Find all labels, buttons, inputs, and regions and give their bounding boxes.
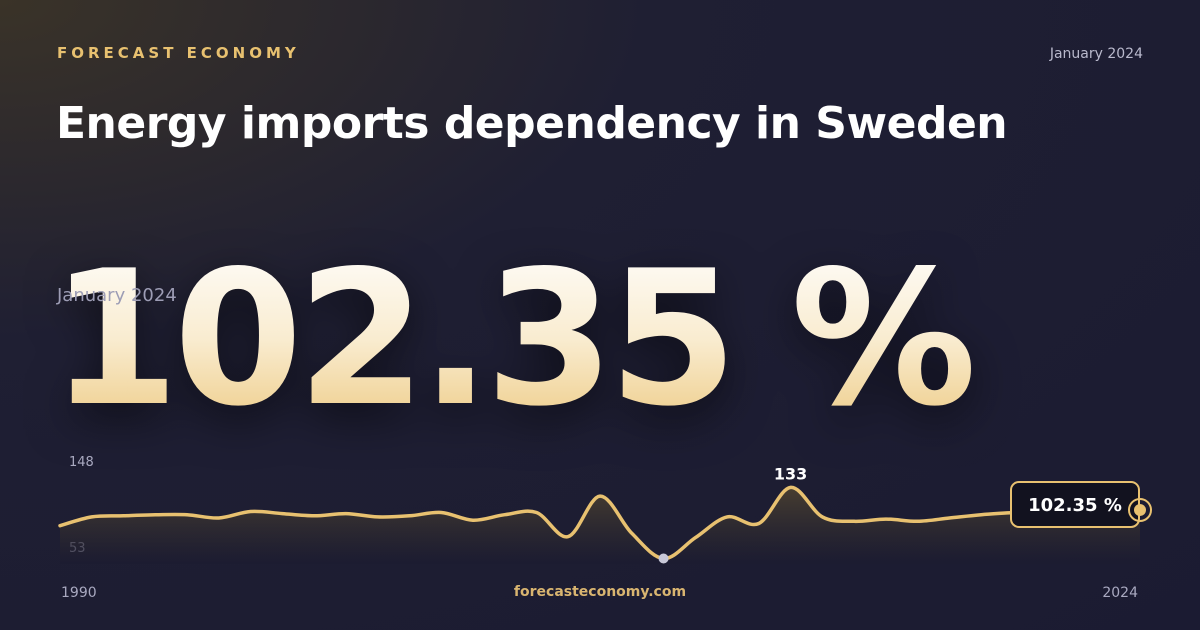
max-value-label: 133 (774, 464, 807, 483)
x-tick-end: 2024 (1102, 585, 1138, 601)
brand-label: FORECAST ECONOMY (57, 44, 300, 62)
y-tick-max: 148 (69, 455, 94, 470)
date-label: January 2024 (1049, 46, 1143, 62)
x-tick-start: 1990 (61, 585, 97, 601)
last-point-marker (1134, 503, 1146, 516)
last-value-label: 102.35 % (1028, 495, 1122, 516)
page-title: Energy imports dependency in Sweden (56, 98, 1008, 149)
min-point-marker (658, 553, 669, 564)
last-point-ring (1128, 497, 1152, 522)
footer-url: forecasteconomy.com (513, 584, 687, 600)
area-fill (60, 487, 1140, 564)
sparkline-chart: 148 53 133 102.35 % 1990 2024 (58, 455, 1152, 601)
headline-date: January 2024 (57, 285, 177, 306)
series-line (58, 485, 1142, 561)
headline-value: 102.35 % (50, 230, 977, 447)
